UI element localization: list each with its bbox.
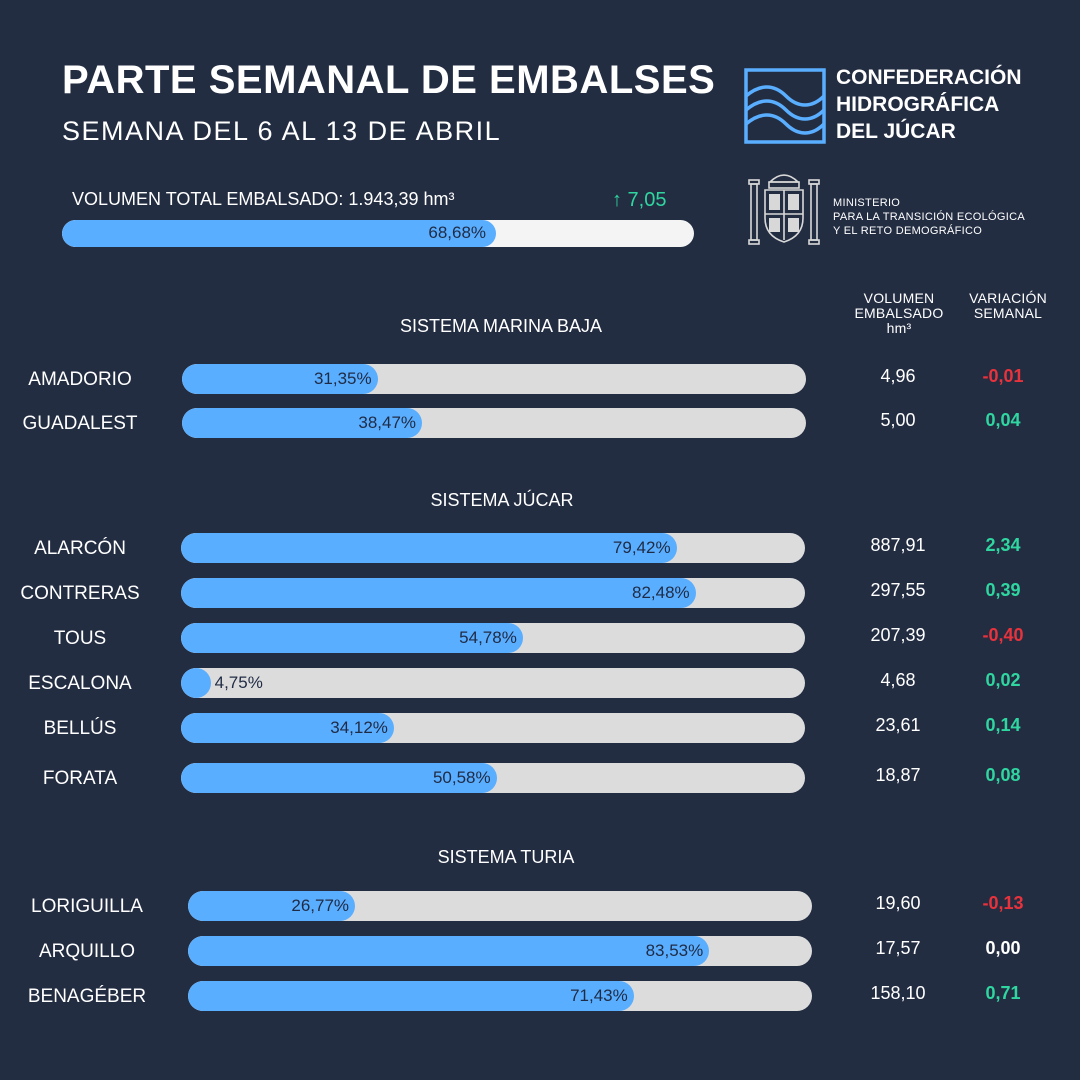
reservoir-volume: 4,96	[880, 366, 916, 386]
ministry-name-line: Y EL RETO DEMOGRÁFICO	[833, 225, 983, 237]
reservoir-bar-track: 54,78%	[181, 623, 805, 653]
reservoir-volume: 207,39	[870, 625, 926, 645]
reservoir-bar-fill	[181, 623, 523, 653]
reservoir-name: FORATA	[42, 768, 118, 789]
system-title: SISTEMA JÚCAR	[430, 490, 574, 510]
reservoir-weekly-change: 0,04	[985, 410, 1021, 430]
reservoir-weekly-change: -0,40	[982, 625, 1024, 645]
reservoir-volume: 4,68	[880, 670, 916, 690]
reservoir-volume: 18,87	[875, 765, 921, 785]
reservoir-percent-label: 38,47%	[358, 413, 417, 432]
reservoir-percent-label: 34,12%	[330, 718, 388, 737]
reservoir-bar-track: 50,58%	[181, 763, 805, 793]
organization-name-line: HIDROGRÁFICA	[836, 93, 1000, 116]
reservoir-weekly-change: 0,71	[985, 983, 1021, 1003]
reservoir-bar-track: 34,12%	[181, 713, 805, 743]
coat-of-arms-icon	[748, 174, 820, 245]
reservoir-percent-label: 82,48%	[632, 583, 690, 602]
total-volume-label: VOLUMEN TOTAL EMBALSADO: 1.943,39 hm³	[72, 189, 455, 209]
change-header-line: SEMANAL	[973, 305, 1043, 321]
reservoir-volume: 17,57	[875, 938, 921, 958]
ministry-name-line: PARA LA TRANSICIÓN ECOLÓGICA	[833, 211, 1025, 223]
reservoir-bar-track: 79,42%	[181, 533, 805, 563]
reservoir-weekly-change: 0,08	[985, 765, 1021, 785]
reservoir-percent-label: 4,75%	[214, 673, 263, 692]
organization-name: CONFEDERACIÓN HIDROGRÁFICA DEL JÚCAR	[836, 64, 1022, 145]
reservoir-volume: 19,60	[875, 893, 921, 913]
reservoir-bar-fill	[181, 763, 497, 793]
organization-name-line: DEL JÚCAR	[836, 120, 956, 143]
reservoir-name: TOUS	[53, 628, 107, 649]
reservoir-volume: 158,10	[870, 983, 926, 1003]
reservoir-weekly-change: -0,01	[982, 366, 1024, 386]
reservoir-percent-label: 71,43%	[570, 986, 628, 1005]
reservoir-percent-label: 79,42%	[612, 538, 671, 557]
reservoir-weekly-change: 0,39	[985, 580, 1021, 600]
reservoir-name: CONTRERAS	[20, 583, 140, 604]
reservoir-bar-fill	[182, 364, 378, 394]
reservoir-weekly-change: -0,13	[982, 893, 1024, 913]
reservoir-name: BENAGÉBER	[27, 986, 147, 1007]
reservoir-bar-track: 4,75%	[181, 668, 805, 698]
reservoir-name: ESCALONA	[28, 673, 132, 694]
reservoir-volume: 23,61	[875, 715, 921, 735]
ministry-name: MINISTERIO PARA LA TRANSICIÓN ECOLÓGICA …	[833, 196, 1025, 238]
reservoir-bar-fill	[181, 713, 394, 743]
reservoir-name: ARQUILLO	[38, 941, 136, 962]
reservoir-bar-fill	[188, 981, 634, 1011]
reservoir-weekly-change: 2,34	[985, 535, 1021, 555]
reservoir-percent-label: 31,35%	[313, 369, 372, 388]
reservoir-bar-track: 26,77%	[188, 891, 812, 921]
chj-logo-icon	[744, 68, 826, 144]
reservoir-bar-track: 82,48%	[181, 578, 805, 608]
reservoir-volume: 887,91	[870, 535, 926, 555]
total-volume-bar: 68,68%	[62, 220, 694, 247]
reservoir-bar-track: 71,43%	[188, 981, 812, 1011]
page-subtitle: SEMANA DEL 6 AL 13 DE ABRIL	[62, 116, 502, 146]
reservoir-name: LORIGUILLA	[31, 896, 143, 917]
change-header-line: VARIACIÓN	[969, 290, 1047, 306]
reservoir-percent-label: 26,77%	[291, 896, 350, 915]
total-volume-percent: 68,68%	[428, 223, 487, 242]
reservoir-percent-label: 50,58%	[432, 768, 491, 787]
reservoir-bar-track: 31,35%	[182, 364, 806, 394]
total-weekly-change: ↑ 7,05	[612, 189, 667, 211]
volume-column-header: VOLUMEN EMBALSADO hm³	[843, 291, 955, 336]
volume-header-line: hm³	[886, 320, 912, 336]
organization-name-line: CONFEDERACIÓN	[836, 66, 1022, 89]
reservoir-percent-label: 54,78%	[459, 628, 517, 647]
reservoir-name: BELLÚS	[43, 718, 117, 739]
volume-header-line: VOLUMEN	[863, 290, 935, 306]
reservoir-bar-fill	[188, 891, 356, 921]
reservoir-volume: 5,00	[880, 410, 916, 430]
reservoir-volume: 297,55	[870, 580, 926, 600]
reservoir-bar-fill	[181, 578, 696, 608]
reservoir-name: AMADORIO	[28, 369, 132, 390]
reservoir-bar-track: 83,53%	[188, 936, 812, 966]
system-title: SISTEMA TURIA	[437, 847, 575, 867]
reservoir-bar-fill	[188, 936, 710, 966]
reservoir-name: ALARCÓN	[34, 538, 126, 559]
change-column-header: VARIACIÓN SEMANAL	[955, 291, 1061, 321]
reservoir-name: GUADALEST	[22, 413, 138, 434]
page-title: PARTE SEMANAL DE EMBALSES	[62, 58, 716, 102]
total-volume-bar-fill: 68,68%	[62, 220, 497, 247]
reservoir-weekly-change: 0,02	[985, 670, 1021, 690]
reservoir-percent-label: 83,53%	[645, 941, 704, 960]
reservoir-bar-track: 38,47%	[182, 408, 806, 438]
system-title: SISTEMA MARINA BAJA	[399, 316, 603, 336]
reservoir-weekly-change: 0,00	[985, 938, 1021, 958]
reservoir-bar-fill	[182, 408, 423, 438]
ministry-name-line: MINISTERIO	[833, 197, 901, 209]
volume-header-line: EMBALSADO	[854, 305, 944, 321]
reservoir-bar-fill	[181, 533, 677, 563]
reservoir-weekly-change: 0,14	[985, 715, 1021, 735]
reservoir-bar-fill	[181, 668, 211, 698]
